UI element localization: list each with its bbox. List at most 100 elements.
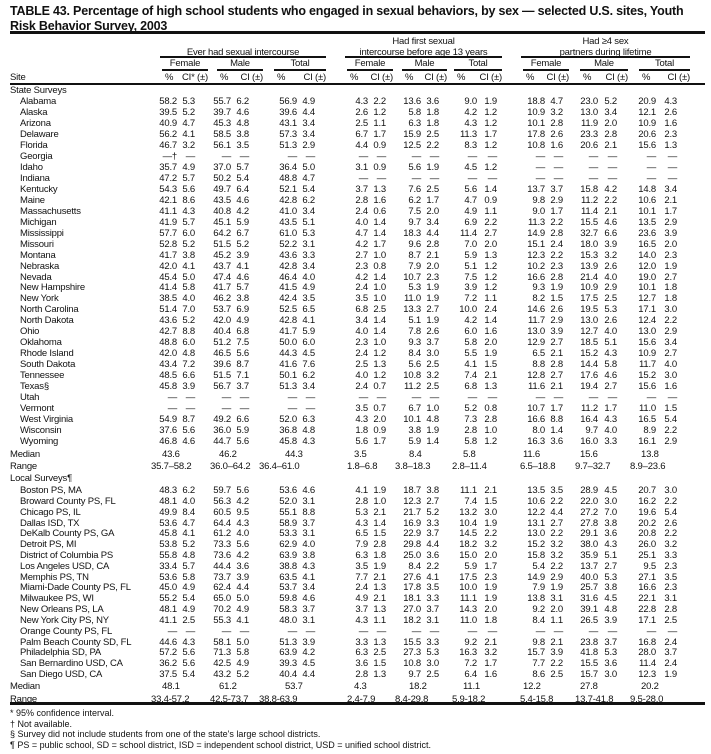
ci-header: CI (±)	[303, 72, 327, 83]
percent-cell: 13.7	[527, 183, 545, 195]
percent-cell: 8.2	[532, 293, 545, 305]
ci-cell: 2.9	[664, 216, 677, 228]
ci-cell: 1.3	[373, 183, 386, 195]
percent-cell: 10.0	[459, 304, 477, 316]
percent-cell: 5.1	[408, 315, 421, 327]
percent-cell: 41.7	[213, 282, 231, 294]
percent-cell: 6.2	[408, 194, 421, 206]
site-name: DeKalb County PS, GA	[20, 528, 115, 540]
ci-cell: 1.9	[484, 593, 497, 605]
percent-cell: —	[646, 161, 657, 173]
percent-cell: 3.5	[355, 293, 368, 305]
site-name: Massachusetts	[20, 205, 81, 217]
percent-cell: 42.4	[279, 293, 297, 305]
percent-cell: 4.3	[355, 614, 368, 626]
ci-cell: 1.4	[550, 425, 563, 437]
percent-cell: 5.9	[464, 249, 477, 261]
ci-cell: 5.3	[426, 647, 439, 659]
ci-cell: 4.7	[182, 117, 195, 129]
percent-cell: 2.6	[355, 106, 368, 118]
ci-cell: 4.0	[182, 495, 195, 507]
ci-cell: 2.1	[373, 593, 386, 605]
ci-cell: 2.5	[426, 359, 439, 371]
ci-cell: 6.6	[182, 370, 195, 382]
site-name: Alabama	[20, 96, 57, 107]
ci-cell: 3.0	[604, 668, 617, 680]
ci-cell: 4.3	[302, 436, 315, 448]
percent-cell: —	[411, 392, 422, 404]
ci-cell: 4.6	[302, 485, 315, 497]
percent-cell: 18.2	[403, 614, 421, 626]
ci-cell: —	[429, 625, 440, 637]
ci-cell: 1.0	[373, 337, 386, 349]
group-rule	[160, 56, 326, 58]
ci-cell: 1.9	[373, 560, 386, 572]
percent-cell: 35.7	[159, 161, 177, 173]
percent-cell: 19.6	[638, 506, 656, 518]
ci-cell: 4.8	[604, 604, 617, 616]
ci-cell: 2.8	[426, 238, 439, 250]
percent-cell: 43.7	[213, 260, 231, 272]
median-value: 48.1	[162, 681, 180, 693]
ci-cell: 1.9	[426, 282, 439, 294]
sex-header: Male	[594, 58, 614, 69]
ci-cell: 4.3	[236, 517, 249, 529]
ci-cell: 3.0	[664, 485, 677, 497]
ci-cell: 1.3	[373, 668, 386, 680]
percent-cell: 12.3	[638, 668, 656, 680]
ci-cell: 5.4	[182, 593, 195, 605]
percent-cell: 8.0	[532, 425, 545, 437]
percent-cell: 42.8	[279, 315, 297, 327]
percent-cell: 7.4	[464, 495, 477, 507]
ci-cell: 1.7	[373, 128, 386, 140]
percent-cell: 7.9	[355, 539, 368, 551]
percent-cell: —	[221, 625, 232, 637]
site-name: Dallas ISD, TX	[20, 517, 80, 529]
percent-cell: 22.1	[638, 593, 656, 605]
percent-cell: 11.4	[639, 658, 656, 670]
ci-cell: 2.8	[550, 271, 563, 283]
ci-cell: 5.8	[236, 647, 249, 659]
site-name: Wisconsin	[20, 425, 62, 437]
range-value: 5.9-18.2	[452, 693, 486, 705]
percent-cell: 5.8	[464, 436, 477, 448]
site-name: District of Columbia PS	[20, 549, 114, 561]
percent-cell: 12.7	[638, 293, 656, 305]
ci-cell: 2.2	[664, 315, 677, 327]
percent-cell: 45.2	[213, 249, 231, 261]
percent-cell: 43.1	[279, 117, 297, 129]
percent-cell: 4.2	[355, 238, 368, 250]
percent-cell: 10.0	[459, 582, 477, 594]
percent-cell: 39.7	[213, 106, 231, 118]
ci-cell: 2.7	[604, 381, 617, 393]
percent-cell: —	[588, 161, 599, 173]
ci-cell: 3.1	[426, 614, 439, 626]
ci-cell: 5.6	[182, 658, 195, 670]
percent-cell: 16.5	[638, 414, 656, 426]
percent-cell: 22.0	[580, 495, 598, 507]
ci-cell: 1.8	[426, 106, 439, 118]
percent-cell: 37.6	[159, 425, 177, 437]
percent-cell: 5.5	[464, 348, 477, 360]
percent-cell: 36.4	[279, 161, 297, 173]
ci-cell: 3.9	[550, 647, 563, 659]
ci-cell: 4.3	[604, 414, 617, 426]
site-name: North Carolina	[20, 304, 79, 316]
sex-header: Total	[290, 58, 310, 69]
ci-cell: 3.7	[302, 604, 315, 616]
range-value: 35.7–58.2	[151, 461, 192, 473]
bottom-rule	[10, 702, 705, 705]
percent-cell: 55.3	[213, 614, 231, 626]
percent-cell: 40.9	[159, 117, 177, 129]
ci-cell: 2.9	[550, 571, 563, 583]
percent-cell: 4.0	[355, 326, 368, 338]
site-name: South Dakota	[20, 359, 76, 371]
ci-cell: 3.7	[426, 604, 439, 616]
ci-cell: 3.4	[302, 205, 315, 217]
percent-cell: 51.4	[159, 304, 177, 316]
percent-cell: 15.7	[580, 668, 598, 680]
percent-cell: 8.8	[532, 359, 545, 371]
percent-cell: 51.3	[279, 139, 297, 151]
ci-cell: 5.6	[182, 183, 195, 195]
ci-cell: 1.5	[664, 403, 677, 415]
